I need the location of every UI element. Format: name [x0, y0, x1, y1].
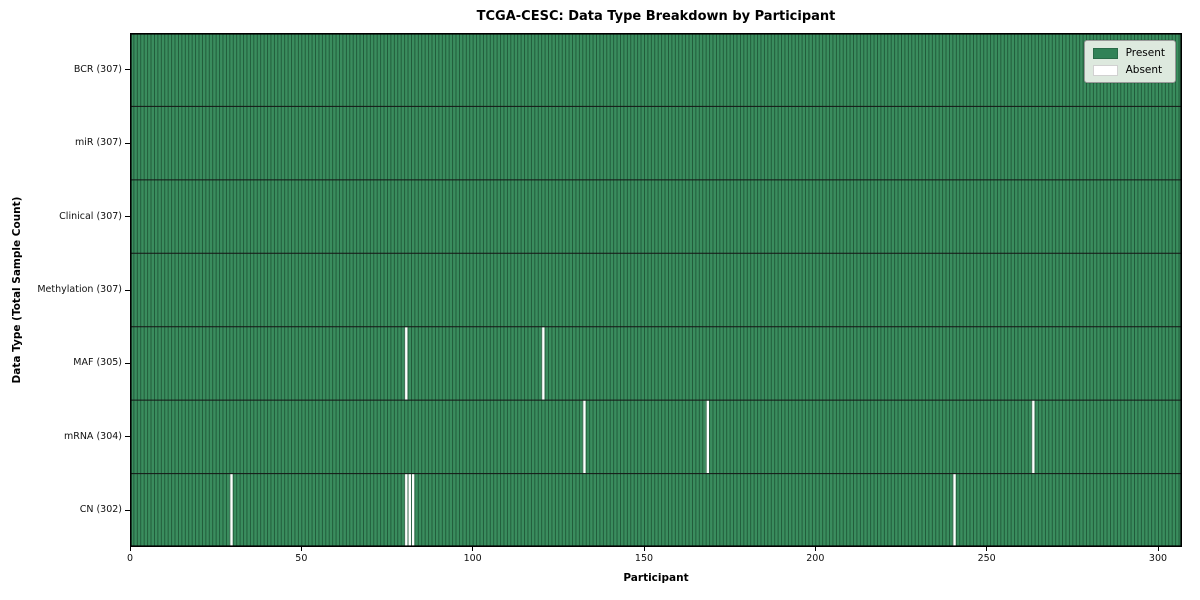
y-tick-mark [125, 436, 130, 438]
legend-entry-present: Present [1092, 47, 1165, 59]
x-tick-label: 50 [295, 553, 308, 564]
x-tick-label: 250 [977, 553, 996, 564]
legend-entry-absent: Absent [1092, 64, 1165, 76]
legend: Present Absent [1083, 40, 1176, 83]
y-tick-mark [125, 216, 130, 218]
x-tick-mark [986, 547, 988, 551]
y-tick-label-MAF: MAF (305) [73, 357, 122, 369]
legend-absent-swatch [1092, 64, 1118, 76]
plot-area: Present Absent [130, 33, 1182, 547]
x-tick-label: 300 [1148, 553, 1168, 564]
x-tick-mark [300, 547, 302, 551]
y-tick-mark [125, 289, 130, 291]
y-tick-label-BCR: BCR (307) [73, 63, 122, 75]
x-tick-mark [129, 547, 131, 551]
chart-title: TCGA-CESC: Data Type Breakdown by Partic… [476, 9, 836, 24]
heatmap-canvas [130, 33, 1182, 547]
x-tick-label: 100 [463, 553, 482, 564]
y-tick-label-miR: miR (307) [74, 137, 122, 149]
legend-present-label: Present [1125, 47, 1165, 59]
y-tick-mark [125, 362, 130, 364]
y-tick-label-mRNA: mRNA (304) [63, 430, 122, 442]
x-tick-mark [643, 547, 645, 551]
y-tick-mark [125, 69, 130, 71]
legend-present-swatch [1092, 47, 1118, 59]
x-tick-label: 0 [126, 553, 134, 564]
x-tick-label: 150 [634, 553, 654, 564]
x-tick-mark [472, 547, 474, 551]
y-tick-label-CN: CN (302) [79, 504, 122, 516]
legend-absent-label: Absent [1125, 64, 1163, 76]
x-axis-label: Participant [623, 572, 689, 584]
x-tick-label: 200 [806, 553, 825, 564]
x-tick-mark [1157, 547, 1159, 551]
y-tick-label-Clinical: Clinical (307) [59, 210, 122, 222]
y-tick-mark [125, 509, 130, 511]
y-tick-mark [125, 142, 130, 144]
x-tick-mark [814, 547, 816, 551]
y-tick-label-Methylation: Methylation (307) [37, 284, 122, 295]
